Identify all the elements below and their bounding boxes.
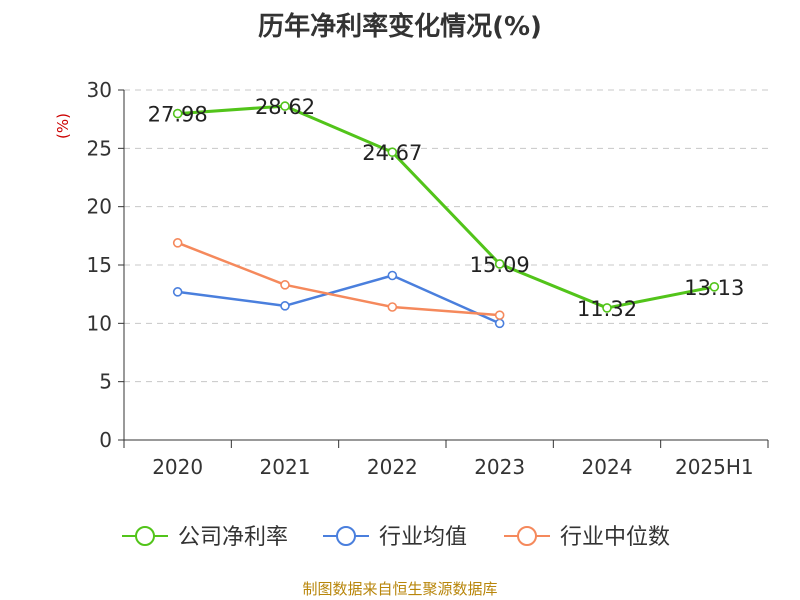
grid-lines xyxy=(124,89,768,383)
x-tick-label: 2021 xyxy=(260,455,311,479)
chart-title: 历年净利率变化情况(%) xyxy=(258,12,542,42)
x-tick-label: 2025H1 xyxy=(675,455,754,479)
x-tick-label: 2024 xyxy=(582,455,633,479)
x-tick-label: 2020 xyxy=(152,455,203,479)
data-point xyxy=(172,108,183,119)
y-tick-label: 5 xyxy=(99,370,112,394)
data-point xyxy=(494,318,505,329)
y-tick-label: 20 xyxy=(87,195,112,219)
series-line xyxy=(177,104,715,310)
y-tick-label: 10 xyxy=(87,311,112,335)
data-point xyxy=(387,270,398,281)
y-tick-label: 30 xyxy=(87,78,112,102)
legend: 公司净利率 行业均值 行业中位数 xyxy=(122,525,670,550)
legend-swatch-marker xyxy=(336,526,356,546)
y-tick-label: 25 xyxy=(87,136,112,160)
legend-swatch-marker xyxy=(517,526,537,546)
data-point xyxy=(602,303,612,313)
legend-swatch-marker xyxy=(135,526,155,546)
data-point xyxy=(280,301,290,311)
legend-label: 行业均值 xyxy=(379,525,467,550)
x-tick-label: 2023 xyxy=(474,455,525,479)
data-point xyxy=(709,282,720,292)
series-line xyxy=(177,274,501,325)
data-point xyxy=(387,147,398,157)
series-lines xyxy=(172,101,720,329)
data-label: 24.67 xyxy=(362,141,422,165)
axes: 0 5 10 15 20 25 30 2020 2021 2022 2023 2024 2025H1 (%… xyxy=(54,78,769,479)
y-axis-label: (%) xyxy=(54,113,72,139)
data-point xyxy=(387,302,398,312)
data-label: 13.13 xyxy=(684,276,744,300)
data-point xyxy=(494,310,505,320)
y-tick-label: 0 xyxy=(99,428,112,452)
data-point xyxy=(172,287,183,297)
data-label: 15.09 xyxy=(470,253,530,277)
legend-label: 行业中位数 xyxy=(560,525,670,550)
data-point xyxy=(172,238,183,248)
x-tick-label: 2022 xyxy=(367,455,418,479)
legend-label: 公司净利率 xyxy=(178,525,288,550)
data-point xyxy=(280,101,290,111)
y-tick-label: 15 xyxy=(87,253,112,277)
series-line xyxy=(177,241,500,317)
source-footer: 制图数据来自恒生聚源数据库 xyxy=(302,580,498,598)
data-labels: 27.98 28.62 24.67 15.09 11.32 13.13 xyxy=(148,95,745,321)
data-label: 27.98 xyxy=(148,103,208,127)
data-point xyxy=(494,259,505,269)
data-label: 11.32 xyxy=(577,297,637,321)
data-label: 28.62 xyxy=(255,95,315,119)
data-point xyxy=(280,280,290,290)
